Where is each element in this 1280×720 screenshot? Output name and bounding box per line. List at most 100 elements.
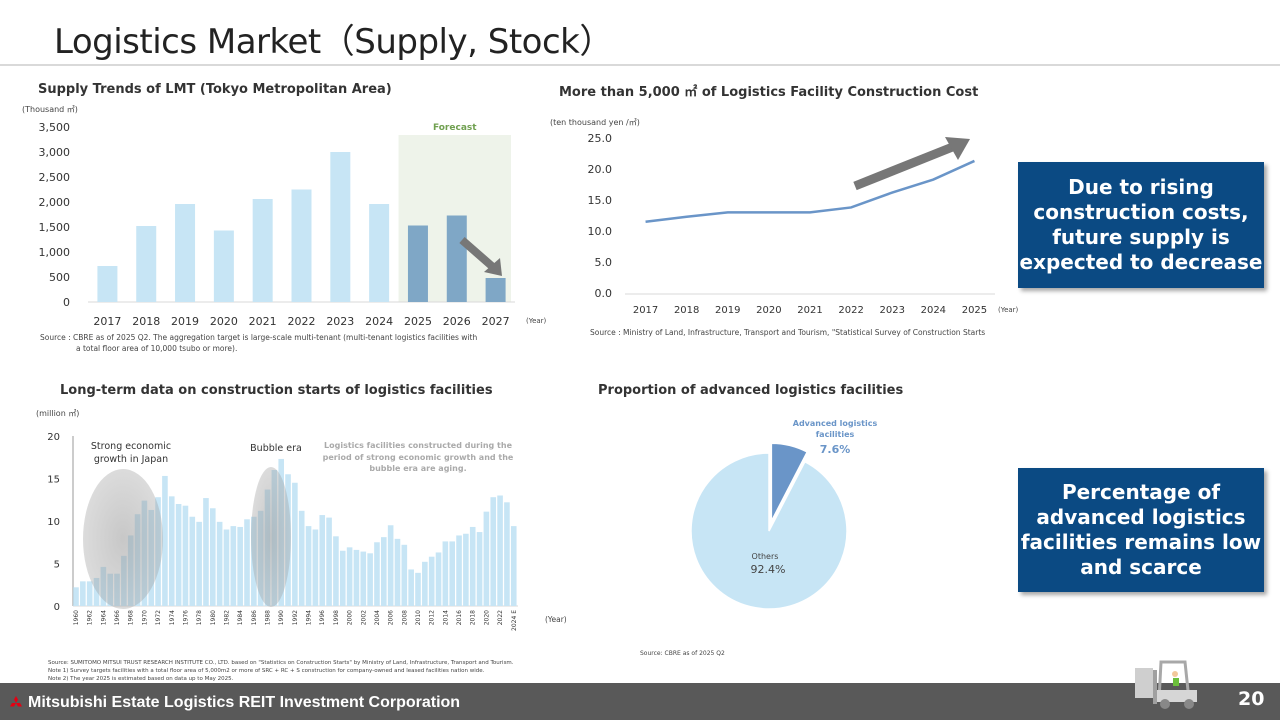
cost-chart-title: More than 5,000 ㎡ of Logistics Facility … bbox=[559, 85, 979, 100]
x-tick-label: 2027 bbox=[482, 315, 510, 328]
footer-bar bbox=[0, 683, 1280, 720]
x-tick-label: 2025 bbox=[962, 305, 987, 316]
bar-2024 bbox=[369, 204, 390, 302]
label-line: facilities bbox=[816, 430, 855, 439]
bar-1980 bbox=[210, 508, 216, 606]
bubble-era-label: Bubble era bbox=[250, 443, 302, 454]
x-tick-label: 1970 bbox=[141, 610, 148, 625]
cost-line bbox=[645, 159, 975, 223]
bar-2018 bbox=[136, 226, 157, 302]
x-tick-label: 2025 bbox=[404, 315, 432, 328]
x-tick-label: 2023 bbox=[879, 305, 904, 316]
bar-2013 bbox=[435, 552, 442, 606]
bar-2003 bbox=[367, 553, 373, 606]
y-tick-label: 5.0 bbox=[595, 256, 613, 269]
x-tick-label: 1998 bbox=[333, 610, 340, 625]
bar-2011 bbox=[422, 561, 428, 606]
bar-2000 bbox=[346, 547, 353, 606]
bar-1997 bbox=[326, 517, 332, 606]
bar-2025 bbox=[407, 225, 428, 302]
bar-2004 bbox=[374, 542, 380, 606]
supply-chart-source: Source : CBRE as of 2025 Q2. The aggrega… bbox=[40, 333, 478, 342]
supply-chart-title: Supply Trends of LMT (Tokyo Metropolitan… bbox=[38, 82, 392, 97]
bar-2026 bbox=[446, 215, 467, 302]
bar-1976 bbox=[182, 505, 189, 606]
bar-2022 bbox=[497, 495, 503, 606]
x-tick-label: 2022 bbox=[288, 315, 316, 328]
bar-2001 bbox=[353, 549, 360, 606]
page-title: Logistics Market（Supply, Stock） bbox=[54, 22, 613, 62]
y-tick-label: 25.0 bbox=[588, 132, 613, 145]
x-tick-label: 2017 bbox=[93, 315, 121, 328]
x-tick-label: 2002 bbox=[360, 610, 367, 625]
y-tick-label: 15.0 bbox=[588, 194, 613, 207]
callout-supply-decrease: Due to rising construction costs, future… bbox=[1018, 162, 1264, 288]
x-tick-label: 2004 bbox=[374, 610, 381, 625]
x-tick-label: 2021 bbox=[249, 315, 277, 328]
bar-2019 bbox=[476, 532, 483, 606]
bar-1960 bbox=[73, 587, 79, 606]
bar-2021 bbox=[490, 497, 497, 606]
x-tick-label: 1984 bbox=[237, 610, 244, 625]
x-tick-label: 1976 bbox=[182, 610, 189, 625]
x-tick-label: 1972 bbox=[155, 610, 162, 625]
bar-2015 bbox=[449, 541, 455, 606]
bar-1996 bbox=[319, 515, 326, 606]
down-arrow-head-icon bbox=[484, 258, 502, 276]
bar-2021 bbox=[252, 199, 273, 302]
x-tick-label: 2006 bbox=[388, 610, 395, 625]
bar-1985 bbox=[244, 519, 250, 606]
x-tick-label: 2022 bbox=[497, 610, 504, 625]
bar-2024 bbox=[510, 526, 517, 606]
x-tick-label: 1986 bbox=[251, 610, 258, 625]
starts-chart: 0 5 10 15 20 1960 1962 1964 1966 1968 1970 1972 1974… bbox=[47, 432, 567, 631]
bar-1977 bbox=[189, 516, 196, 606]
bar-2019 bbox=[175, 204, 196, 302]
bar-1963 bbox=[93, 577, 100, 606]
mitsubishi-logo-icon bbox=[9, 695, 23, 709]
bar-2006 bbox=[387, 525, 394, 606]
starts-chart-unit: (million ㎡) bbox=[36, 409, 80, 418]
y-tick-label: 2,000 bbox=[39, 196, 71, 209]
bar-1992 bbox=[292, 482, 298, 606]
x-tick-label: 2014 bbox=[442, 610, 449, 625]
label-line: Strong economic bbox=[91, 441, 171, 452]
y-tick-label: 2,500 bbox=[39, 171, 71, 184]
x-tick-label: 2026 bbox=[443, 315, 471, 328]
cost-chart-source: Source : Ministry of Land, Infrastructur… bbox=[590, 328, 986, 337]
bar-2010 bbox=[415, 572, 421, 606]
bar-2007 bbox=[394, 538, 401, 606]
x-tick-label: 2021 bbox=[797, 305, 822, 316]
x-tick-label: 1988 bbox=[265, 610, 272, 625]
y-tick-label: 0 bbox=[63, 296, 70, 309]
bar-2027 bbox=[485, 278, 506, 302]
y-tick-label: 500 bbox=[49, 271, 70, 284]
x-axis-unit: (Year) bbox=[526, 317, 547, 325]
page-number: 20 bbox=[1238, 688, 1265, 710]
down-arrow-icon bbox=[459, 236, 497, 272]
y-tick-label: 0 bbox=[54, 602, 60, 613]
bar-1984 bbox=[237, 526, 243, 606]
pie-chart-source: Source: CBRE as of 2025 Q2 bbox=[640, 650, 725, 657]
x-tick-label: 2012 bbox=[429, 610, 436, 625]
bar-1981 bbox=[216, 521, 223, 606]
x-tick-label: 2024 bbox=[921, 305, 946, 316]
pie-slice-others bbox=[690, 452, 848, 610]
up-arrow-icon bbox=[853, 141, 957, 191]
y-tick-label: 3,000 bbox=[39, 146, 71, 159]
starts-chart-title: Long-term data on construction starts of… bbox=[60, 383, 493, 398]
x-tick-label: 2020 bbox=[210, 315, 238, 328]
label-line: Advanced logistics bbox=[793, 419, 878, 428]
starts-chart-note-2: Note 2) The year 2025 is estimated based… bbox=[48, 676, 234, 682]
x-tick-label: 1978 bbox=[196, 610, 203, 625]
x-tick-label: 1966 bbox=[114, 610, 121, 625]
x-tick-label: 2020 bbox=[756, 305, 781, 316]
bar-1999 bbox=[339, 550, 346, 606]
supply-chart-unit: (Thousand ㎡) bbox=[22, 105, 78, 114]
y-tick-label: 20 bbox=[47, 432, 60, 443]
pie-slice-advanced bbox=[770, 442, 809, 522]
bar-2014 bbox=[442, 541, 449, 606]
bar-1974 bbox=[168, 496, 175, 606]
y-tick-label: 1,000 bbox=[39, 246, 71, 259]
